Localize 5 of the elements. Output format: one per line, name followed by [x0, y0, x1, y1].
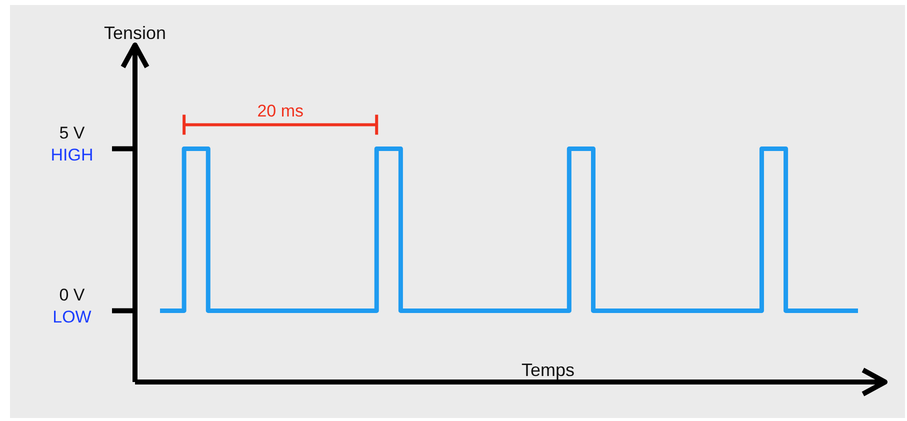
- x-axis-title: Temps: [521, 360, 575, 380]
- y-tick-label: 0 V LOW: [52, 286, 92, 327]
- annotation: 20 ms: [257, 102, 304, 121]
- y-tick-label: 5 V HIGH: [50, 124, 94, 165]
- y-axis-title: Tension: [104, 23, 166, 43]
